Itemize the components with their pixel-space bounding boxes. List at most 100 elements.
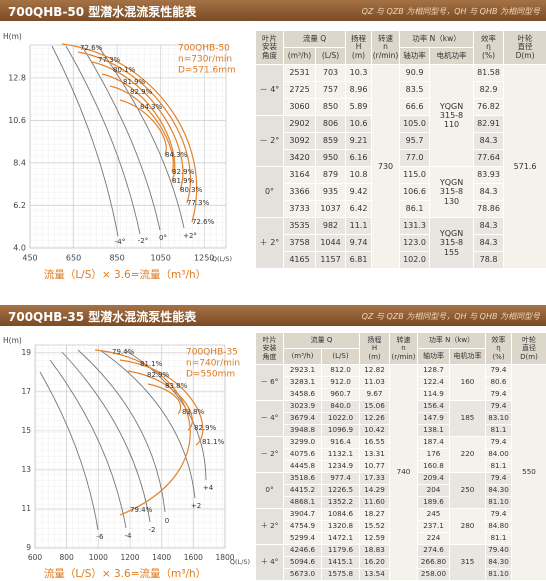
table-cell: 叶轮 直径 D(m) [511,332,546,365]
table-cell: 叶片 安装 角度 [255,30,284,65]
table-cell: 3948.8 [283,424,322,437]
cell-text: 83.93 [477,170,500,180]
table-cell: 12.26 [359,412,390,425]
cell-text: 982 [322,221,339,231]
cell-text: 2531 [289,68,310,78]
angle-label: -4° [115,238,125,246]
cell-text: (L/S) [332,352,349,361]
cell-text: 3420 [289,153,310,163]
table-cell: 82.91 [473,115,505,133]
table-cell: 12.82 [359,364,390,377]
table-cell: 1415.1 [321,556,360,569]
cell-text: 79.40 [488,545,509,555]
efficiency-label: 83.8% [182,408,205,416]
cell-text: 916.4 [330,437,351,447]
table-cell: 4415.2 [283,484,322,497]
header-row: 叶片 安装 角度 流量 Q 扬程 H (m) 转速 n (r/min) 功率 N（kw） 效率 η (%)… [255,332,546,365]
cell-text: 160.8 [423,461,444,471]
table-cell: 4868.1 [283,496,322,509]
cell-text: 3733 [289,204,310,214]
y-tick-label: 19 [21,348,31,357]
table-cell: － 2° [255,436,284,473]
table-cell: 960.7 [321,388,360,401]
efficiency-curve [147,383,182,415]
data-row: 4415.2 1226.5 14.29 204 84.30 [256,484,546,497]
cell-text: 806 [322,119,339,129]
table-cell: 12.59 [359,532,390,545]
table-cell: 138.1 [417,424,450,437]
cell-text: 17.33 [364,473,385,483]
table-cell: 102.0 [399,251,431,269]
table-cell: ＋ 4° [255,544,284,581]
table-cell: 9.67 [359,388,390,401]
efficiency-label: 83.8% [165,382,188,390]
table-cell: 1022.0 [321,412,360,425]
cell-text: 1320.8 [327,521,354,531]
cell-text: 3164 [289,170,310,180]
table-cell: 176 [417,448,450,461]
cell-text: 1157 [320,255,341,265]
table-cell: 912.0 [321,376,360,389]
table-cell: 81.10 [485,496,512,509]
cell-text: 84.30 [488,557,509,567]
cell-text: 258.00 [420,569,447,579]
table-cell: 160 [449,364,486,401]
x-tick-label: 650 [66,254,81,263]
table-cell: 160.8 [417,460,450,473]
cell-text: 8.96 [349,85,368,95]
cell-text: 5673.0 [289,569,316,579]
header-row: (m³/h) (L/S) 轴功率 电机功率 [256,47,546,65]
cell-text: 直径 [517,42,533,52]
table-cell: 806 [314,115,347,133]
table-cell: 4165 [283,251,316,269]
table-cell: 3758 [283,234,316,252]
table-cell: 14.29 [359,484,390,497]
head-curve [81,45,161,231]
cell-text: 直径 [522,344,536,353]
cell-text: n [401,344,406,353]
table-cell: 250 [449,472,486,509]
cell-text: 76.82 [477,102,500,112]
efficiency-label: 79.4% [112,348,135,356]
cell-text: 3518.6 [289,473,316,483]
table-cell: 1179.6 [321,544,360,557]
table-cell: 3420 [283,149,316,167]
chart-caption: 流量（L/S）× 3.6=流量（m³/h） [44,567,206,580]
table-cell: 电机功率 [449,348,486,365]
table-cell: 840.0 [321,400,360,413]
cell-text: D(m) [515,50,535,60]
model-info: 700QHB-35 [186,348,238,358]
table-cell: 147.9 [417,412,450,425]
cell-text: 879 [322,170,339,180]
table-cell: 1320.8 [321,520,360,533]
table-cell: 9.74 [345,234,373,252]
cell-text: 6.16 [349,153,368,163]
cell-text: 187.4 [423,437,444,447]
cell-text: 266.80 [420,557,447,567]
cell-text: 3299.0 [289,437,316,447]
table-cell: 17.33 [359,472,390,485]
table-cell: 扬程 H (m) [359,332,390,365]
table-cell: － 4° [255,64,284,116]
cell-text: 315 [460,557,475,567]
cell-text: 叶轮 [522,336,536,345]
table-cell: 66.6 [399,98,431,116]
y-tick-label: 13 [21,465,31,474]
efficiency-label: 82.9% [172,168,195,176]
data-row: 0° 3164 879 10.8 115.0 YQGN 315-8 130 83.93 [255,166,546,218]
table-cell: 106.6 [399,183,431,201]
table-cell: 204 [417,484,450,497]
cell-text: 122.4 [423,377,444,387]
table-cell: 274.6 [417,544,450,557]
table-cell: 730 [371,64,401,269]
table-cell: 703 [314,64,347,82]
cell-text: 209.4 [423,473,444,483]
data-row: ＋ 2° 3535 982 11.1 131.3 YQGN 315-8 155 84.3 [255,217,546,269]
efficiency-label: 81.1% [202,438,225,446]
section-header: 700QHB-35 型潜水混流泵性能表 QZ 与 QZB 为相同型号，QH 与 … [0,305,546,326]
cell-text: 79.4 [490,509,507,519]
table-cell: 叶片 安装 角度 [255,332,284,365]
table-cell: 83.5 [399,81,431,99]
cell-text: 12.82 [364,365,385,375]
cell-text: 14.29 [364,485,385,495]
